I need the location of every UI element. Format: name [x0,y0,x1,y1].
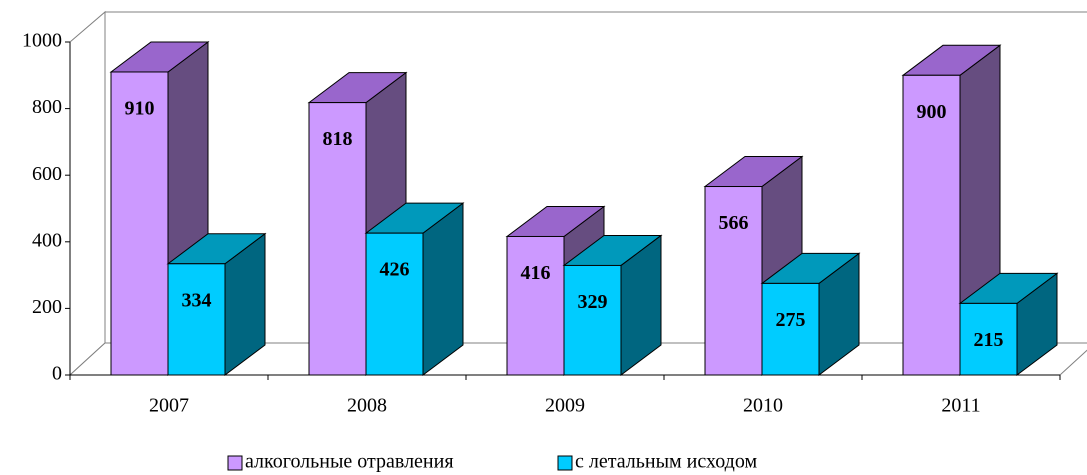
x-tick-label: 2011 [941,395,980,417]
value-label: 910 [125,98,155,120]
y-tick-label: 400 [32,229,62,251]
bar [563,264,622,376]
x-tick-label: 2010 [743,395,783,417]
y-tick-label: 800 [32,96,62,118]
y-tick-label: 0 [52,363,62,385]
y-tick-label: 200 [32,296,62,318]
bar [902,74,961,376]
value-label: 275 [776,309,806,331]
bar [959,302,1018,376]
value-label: 329 [578,291,608,313]
legend-label: алкогольные отравления [245,451,454,473]
x-tick-label: 2009 [545,395,585,417]
legend-swatch [557,455,573,471]
value-label: 818 [323,128,353,150]
value-label: 426 [380,259,410,281]
x-tick-label: 2008 [347,395,387,417]
value-label: 900 [917,101,947,123]
bar [365,232,424,376]
bar [167,263,226,376]
side-wall [69,10,106,377]
bar [110,71,169,376]
bar [308,102,367,376]
bar [704,186,763,376]
legend-swatch [227,455,243,471]
value-label: 566 [719,212,749,234]
value-label: 416 [521,262,551,284]
bar [506,235,565,376]
value-label: 334 [182,289,212,311]
legend-label: с летальным исходом [575,451,757,473]
y-tick-label: 1000 [22,30,62,52]
value-label: 215 [974,329,1004,351]
y-tick-label: 600 [32,163,62,185]
bar [761,282,820,376]
x-tick-label: 2007 [149,395,189,417]
